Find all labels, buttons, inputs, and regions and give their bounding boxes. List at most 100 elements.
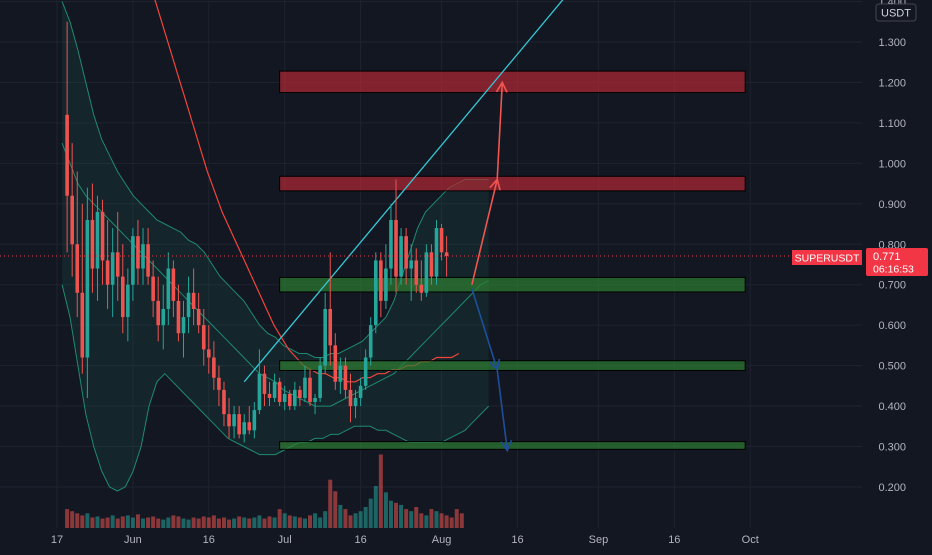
volume-bar — [237, 516, 242, 528]
time-axis[interactable]: 17 Jun 16 Jul 16 Aug 16 Sep 16 Oct — [0, 528, 932, 550]
volume-bar — [206, 517, 211, 528]
price-tick-label: 1.000 — [878, 158, 906, 170]
volume-bar — [176, 516, 181, 528]
price-tick-label: 0.900 — [878, 199, 906, 211]
price-tick-label: 1.200 — [878, 77, 906, 89]
volume-bar — [146, 517, 151, 528]
volume-bar — [454, 509, 459, 528]
volume-bar — [277, 509, 282, 528]
volume-bar — [211, 515, 216, 528]
volume-bar — [343, 509, 348, 528]
volume-bar — [272, 517, 277, 528]
candle-body — [212, 357, 216, 378]
volume-bar — [333, 491, 338, 528]
trendline[interactable] — [243, 0, 568, 383]
volume-bar — [221, 517, 226, 528]
volume-bar — [90, 517, 95, 528]
volume-bar — [151, 516, 156, 528]
volume-bar — [85, 513, 90, 528]
volume-bar — [196, 518, 201, 528]
volume-bar — [409, 511, 414, 528]
volume-bar — [161, 519, 166, 528]
candle-body — [358, 385, 363, 398]
candle-body — [201, 325, 206, 350]
candle-body — [222, 389, 226, 415]
time-tick-label: Oct — [742, 534, 759, 546]
time-tick-label: 17 — [51, 534, 63, 546]
volume-bar — [348, 515, 353, 528]
volume-bar — [414, 507, 419, 528]
candle-body — [262, 373, 267, 394]
candle-body — [85, 219, 90, 358]
volume-bar — [257, 515, 262, 528]
candle-body — [242, 422, 247, 435]
time-tick-label: Jun — [124, 534, 142, 546]
volume-bar — [242, 517, 247, 528]
candle-body — [272, 381, 277, 398]
volume-bar — [282, 513, 287, 528]
price-tick-label: 0.400 — [878, 401, 906, 413]
candle-body — [343, 365, 348, 390]
volume-bar — [313, 513, 318, 528]
volume-bar — [439, 513, 444, 528]
projection-arrows[interactable] — [471, 80, 513, 453]
volume-bar — [399, 504, 404, 528]
candle-body — [277, 381, 282, 403]
candle-body — [191, 292, 196, 309]
price-tick-label: 1.300 — [878, 37, 906, 49]
candle-body — [348, 389, 353, 407]
candlesticks — [65, 21, 449, 443]
candle-body — [227, 414, 231, 427]
volume-bars — [65, 454, 464, 528]
time-tick-label: 16 — [668, 534, 680, 546]
candle-body — [257, 373, 262, 411]
volume-bar — [186, 519, 191, 528]
candle-body — [389, 219, 393, 269]
candle-body — [156, 300, 160, 326]
currency-label: USDT — [875, 3, 917, 22]
arrow-up-head — [495, 80, 508, 93]
candle-body — [181, 317, 186, 334]
candle-body — [146, 244, 150, 277]
candle-body — [141, 244, 145, 269]
candle-body — [404, 236, 408, 269]
price-tick-label: 0.500 — [878, 361, 906, 373]
volume-bar — [191, 517, 196, 528]
volume-bar — [287, 515, 292, 528]
volume-bar — [125, 515, 130, 528]
candle-body — [429, 252, 434, 277]
volume-bar — [115, 518, 120, 528]
volume-bar — [449, 517, 454, 528]
countdown-timer: 06:16:53 — [873, 264, 914, 276]
symbol-tag-box — [792, 250, 862, 265]
candle-body — [379, 260, 383, 301]
candle-body — [237, 414, 241, 435]
symbol-tag-text: SUPERUSDT — [795, 253, 860, 265]
candle-body — [363, 357, 368, 386]
candle-body — [323, 308, 327, 366]
symbol-price-tag: SUPERUSDT 0.771 06:16:53 — [792, 248, 928, 276]
arrow-down-head — [500, 440, 513, 453]
candle-body — [414, 260, 419, 285]
volume-bar — [227, 519, 232, 528]
volume-bar — [216, 518, 221, 528]
candle-body — [338, 365, 343, 382]
volume-bar — [378, 454, 383, 528]
volume-bar — [404, 509, 409, 528]
candle-body — [328, 308, 333, 346]
volume-bar — [429, 509, 434, 528]
volume-bar — [318, 517, 323, 528]
volume-bar — [308, 515, 312, 528]
candle-body — [166, 268, 171, 309]
volume-bar — [394, 502, 399, 528]
price-tick-label: 0.600 — [878, 320, 906, 332]
candle-body — [444, 252, 449, 256]
candle-body — [171, 268, 176, 301]
candle-body — [136, 236, 140, 269]
price-zone — [279, 441, 746, 450]
volume-bar — [171, 515, 176, 528]
time-tick-label: Aug — [432, 534, 452, 546]
candle-body — [105, 260, 110, 285]
candle-body — [120, 276, 125, 318]
